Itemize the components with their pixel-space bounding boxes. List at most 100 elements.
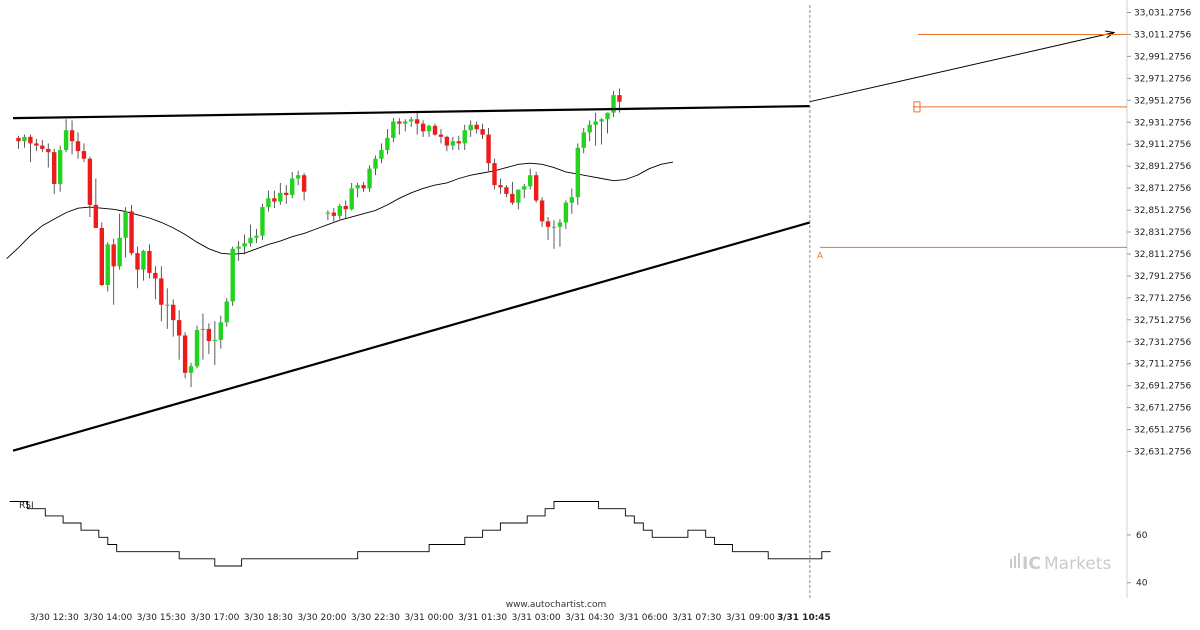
- candle: [301, 173, 307, 201]
- candle: [516, 189, 521, 210]
- time-tick-label: 3/30 15:30: [137, 613, 186, 623]
- bull-candle-body: [355, 185, 360, 189]
- bear-candle-body: [171, 304, 176, 321]
- bear-candle-body: [420, 123, 426, 132]
- candle: [474, 121, 479, 134]
- bull-candle-body: [165, 304, 170, 306]
- bear-candle-body: [153, 272, 158, 279]
- bear-candle-body: [414, 119, 420, 124]
- candle: [569, 188, 575, 214]
- bull-candle-body: [409, 119, 414, 122]
- candle: [266, 190, 271, 212]
- price-tick-label: 32,991.2756: [1134, 52, 1192, 62]
- bear-candle-body: [75, 141, 81, 152]
- candle: [147, 244, 152, 279]
- candle: [248, 224, 253, 247]
- candle: [93, 178, 99, 228]
- bear-candle-body: [444, 136, 450, 146]
- bull-candle-body: [403, 121, 408, 124]
- bear-candle-body: [159, 278, 164, 305]
- candle: [230, 246, 235, 306]
- bull-candle-body: [593, 121, 598, 125]
- candle: [391, 118, 396, 143]
- candle: [165, 288, 170, 329]
- candle: [218, 315, 223, 349]
- bear-candle-body: [617, 95, 622, 102]
- candle: [206, 323, 212, 355]
- bull-candle-body: [254, 235, 259, 238]
- candle: [432, 123, 438, 136]
- price-tick-label: 32,951.2756: [1134, 96, 1192, 106]
- brand-bar-1: [1010, 559, 1012, 568]
- candle: [498, 178, 503, 194]
- bull-candle-body: [325, 212, 331, 214]
- bear-candle-body: [40, 145, 45, 149]
- watermark-text: www.autochartist.com: [506, 600, 607, 610]
- bull-candle-body: [117, 237, 122, 267]
- price-tick-label: 32,831.2756: [1134, 228, 1192, 238]
- bull-candle-body: [599, 119, 604, 122]
- candle: [295, 170, 301, 186]
- candle: [242, 234, 247, 255]
- bear-candle-body: [135, 253, 140, 270]
- candle: [438, 129, 444, 144]
- bull-candle-body: [462, 130, 467, 144]
- bull-candle-body: [379, 149, 384, 159]
- bear-candle-body: [504, 187, 509, 194]
- bull-candle-body: [266, 198, 271, 208]
- candle: [599, 118, 604, 145]
- candle: [284, 185, 289, 204]
- candle: [355, 182, 360, 198]
- bull-candle-body: [105, 244, 110, 286]
- candle: [462, 124, 467, 150]
- candle: [135, 246, 140, 289]
- candle: [22, 134, 27, 148]
- brand-bar-2: [1014, 556, 1016, 568]
- candle: [349, 182, 354, 211]
- candle: [117, 213, 122, 270]
- bear-candle-body: [34, 143, 39, 146]
- candle: [16, 135, 21, 149]
- time-tick-label: 3/31 00:00: [405, 613, 454, 623]
- pattern-point-label: A: [817, 251, 824, 261]
- bull-candle-body: [563, 202, 569, 223]
- time-tick-label: 3/30 22:30: [351, 613, 400, 623]
- bear-candle-body: [284, 192, 289, 195]
- candle: [385, 129, 390, 155]
- candle: [188, 362, 194, 388]
- bear-candle-body: [456, 141, 461, 144]
- moving-average-line: [6, 161, 674, 260]
- candle: [420, 120, 426, 137]
- candle: [426, 124, 432, 137]
- candlestick-series: [16, 88, 622, 388]
- candle: [397, 118, 402, 135]
- candle: [69, 120, 75, 155]
- candle: [278, 182, 283, 205]
- candle: [176, 310, 182, 360]
- bull-candle-body: [260, 207, 265, 236]
- bull-candle-body: [278, 192, 283, 202]
- price-tick-label: 32,811.2756: [1134, 250, 1192, 260]
- candle: [212, 321, 218, 366]
- candle: [325, 210, 331, 221]
- bull-candle-body: [551, 226, 557, 228]
- bear-candle-body: [361, 185, 366, 189]
- candle: [504, 185, 509, 198]
- bear-candle-body: [331, 212, 337, 216]
- candle: [63, 119, 69, 153]
- bear-candle-body: [539, 200, 545, 222]
- candle: [492, 158, 497, 190]
- rsi-title: RSI: [19, 501, 34, 511]
- candle: [403, 119, 408, 132]
- candle: [563, 200, 569, 230]
- price-tick-label: 32,911.2756: [1134, 140, 1192, 150]
- level-lines: [820, 33, 1127, 248]
- breakout-marker: [913, 101, 921, 113]
- bull-candle-body: [522, 186, 527, 190]
- candle: [409, 117, 414, 127]
- candle: [40, 140, 45, 153]
- candle: [81, 143, 87, 163]
- bull-candle-body: [426, 125, 432, 132]
